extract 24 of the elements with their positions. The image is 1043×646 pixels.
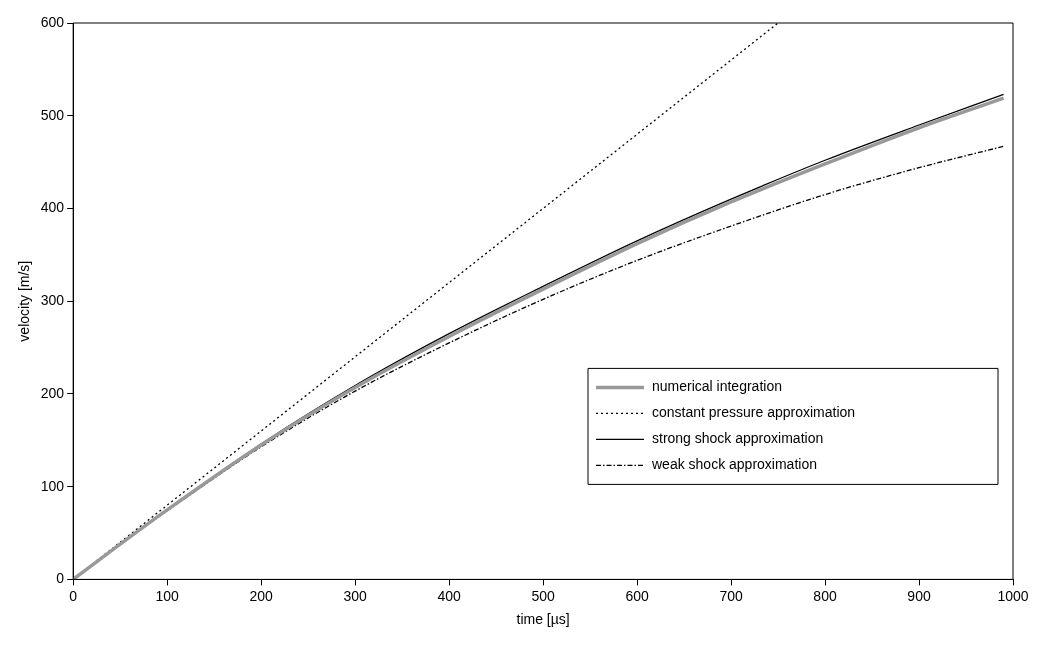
x-axis-title: time [µs]	[516, 611, 570, 628]
y-tick-label: 400	[40, 199, 65, 216]
x-tick-label: 800	[813, 587, 837, 604]
y-tick-label: 100	[40, 477, 65, 494]
x-tick-label: 700	[719, 587, 743, 604]
y-tick-label: 300	[40, 292, 65, 309]
y-tick-label: 0	[56, 570, 65, 587]
legend-label: numerical integration	[652, 378, 782, 395]
legend-label: strong shock approximation	[652, 430, 824, 447]
y-tick-label: 500	[40, 106, 65, 123]
x-tick-label: 0	[69, 587, 78, 604]
y-tick-label: 600	[40, 13, 65, 30]
x-tick-label: 400	[437, 587, 461, 604]
y-axis-title: velocity [m/s]	[16, 260, 33, 342]
x-tick-label: 200	[249, 587, 274, 604]
x-tick-label: 600	[625, 587, 649, 604]
x-tick-label: 300	[343, 587, 367, 604]
x-tick-label: 1000	[997, 587, 1029, 604]
x-tick-label: 500	[531, 587, 555, 604]
x-tick-label: 100	[155, 587, 180, 604]
x-tick-label: 900	[907, 587, 931, 604]
y-tick-label: 200	[40, 384, 65, 401]
legend-label: constant pressure approximation	[652, 404, 856, 421]
legend-label: weak shock approximation	[651, 456, 817, 473]
